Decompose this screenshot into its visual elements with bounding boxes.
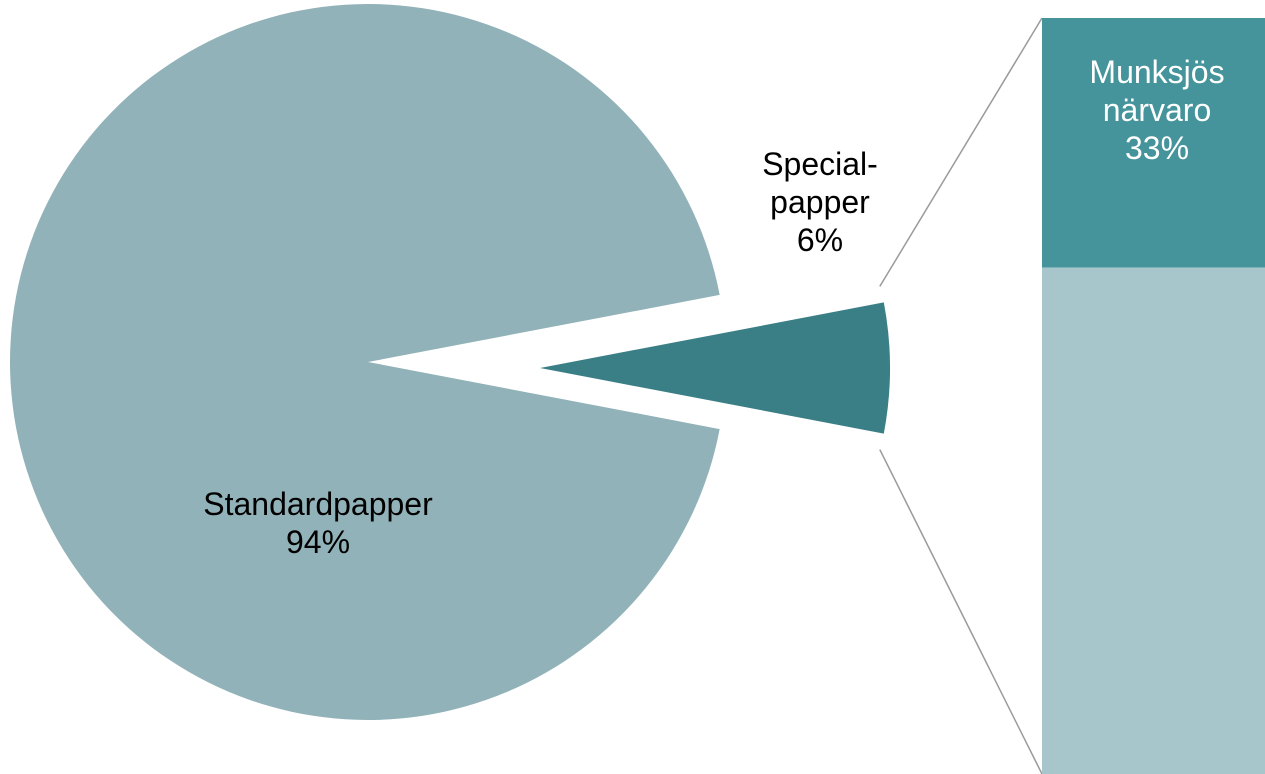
- label-munksjo-line: 33%: [1125, 130, 1189, 166]
- pie-chart: [10, 3, 890, 720]
- label-standardpapper: Standardpapper 94%: [203, 486, 433, 560]
- label-specialpapper-line: Special-: [762, 146, 878, 182]
- label-specialpapper: Special-papper 6%: [762, 146, 878, 258]
- bar-segment-other: [1042, 267, 1265, 774]
- label-standardpapper-line: Standardpapper: [203, 486, 433, 522]
- label-munksjo: Munksjös närvaro 33%: [1089, 54, 1224, 166]
- label-specialpapper-line: 6%: [797, 222, 843, 258]
- bar-segment-munksjo: [1042, 18, 1265, 268]
- pie-slice-standardpapper: [10, 3, 720, 720]
- label-munksjo-line: Munksjös: [1089, 54, 1224, 90]
- connector-line-top: [879, 17, 1043, 287]
- label-standardpapper-line: 94%: [286, 524, 350, 560]
- connector-lines: [879, 17, 1043, 774]
- label-munksjo-line: närvaro: [1103, 92, 1212, 128]
- chart-labels: Standardpapper 94% Special-papper 6% Munksjö…: [203, 54, 1224, 560]
- pie-slice-specialpapper: [540, 302, 890, 434]
- label-specialpapper-line: papper: [770, 184, 870, 220]
- connector-line-bottom: [879, 449, 1043, 774]
- stacked-bar: [1042, 18, 1265, 774]
